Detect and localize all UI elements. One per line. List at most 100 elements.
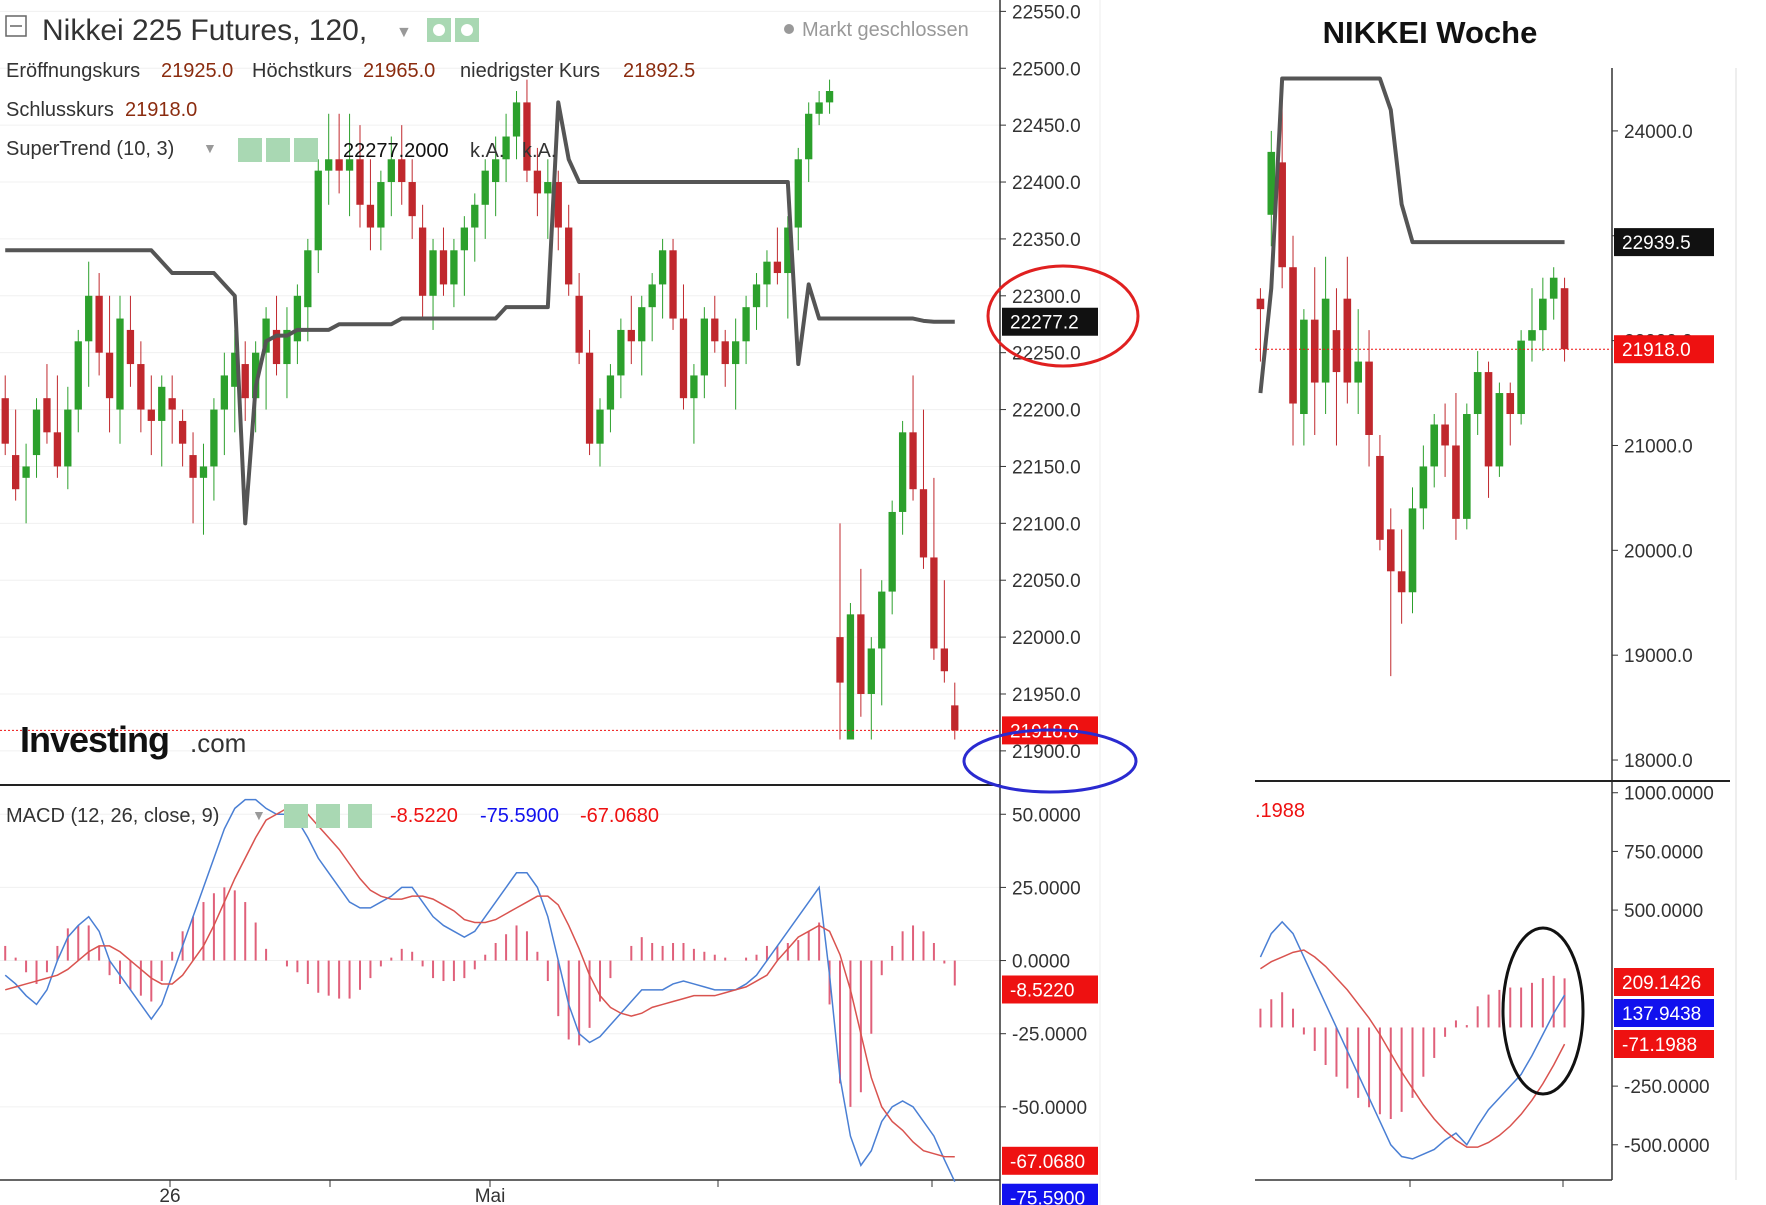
candle-body bbox=[1321, 298, 1330, 383]
candle-body bbox=[554, 182, 562, 228]
candle-body bbox=[805, 113, 813, 160]
candle-body bbox=[1343, 298, 1352, 383]
macd-label: MACD (12, 26, close, 9) bbox=[6, 805, 219, 827]
candle-body bbox=[669, 250, 677, 319]
candle-body bbox=[335, 159, 343, 171]
candle-body bbox=[178, 420, 187, 444]
candle-body bbox=[429, 250, 437, 296]
candle-body bbox=[492, 159, 500, 183]
candle-body bbox=[585, 352, 594, 444]
candle-body bbox=[606, 375, 615, 410]
macd-eye-icon[interactable] bbox=[284, 804, 308, 828]
left-grid bbox=[0, 10, 1000, 1108]
macd-hist-tag-bg bbox=[1002, 975, 1098, 1004]
supertrend-label: SuperTrend (10, 3) bbox=[6, 138, 174, 160]
macd-gear-icon[interactable] bbox=[316, 804, 340, 828]
candle-body bbox=[293, 295, 302, 342]
price-tick-label: 22150.0 bbox=[1012, 457, 1081, 478]
price-tick-label: 22550.0 bbox=[1012, 2, 1081, 23]
candle-body bbox=[1441, 424, 1449, 446]
right-chart-title: NIKKEI Woche bbox=[1323, 15, 1538, 50]
price-tick-label: 22450.0 bbox=[1012, 116, 1081, 137]
price-tick-label: 21950.0 bbox=[1012, 685, 1081, 706]
candle-body bbox=[763, 261, 771, 285]
candle-body bbox=[711, 318, 719, 342]
price-tick-label: 20000.0 bbox=[1624, 541, 1693, 562]
candle-body bbox=[1365, 361, 1373, 435]
price-tick-label: 22400.0 bbox=[1012, 173, 1081, 194]
right-chart-panel: NIKKEI Woche 24000.023000.022000.021000.… bbox=[1255, 15, 1737, 1187]
price-tick-label: 22100.0 bbox=[1012, 514, 1081, 535]
red-highlight-circle bbox=[986, 264, 1140, 368]
candle-body bbox=[1256, 298, 1265, 310]
supertrend-dropdown-icon[interactable]: ▼ bbox=[203, 140, 217, 156]
high-value: 21965.0 bbox=[363, 60, 435, 82]
right-price-ticks: 24000.023000.022000.021000.020000.019000… bbox=[1612, 122, 1693, 772]
right-macd-ticks: 1000.0000 750.0000 500.0000 -250.0000 -500.0… bbox=[1409, 784, 1714, 1187]
macd-tick-label: 25.0000 bbox=[1012, 878, 1081, 899]
price-tick-label: 22350.0 bbox=[1012, 230, 1081, 251]
right-macd-partial-label: .1988 bbox=[1255, 800, 1305, 822]
candle-body bbox=[126, 329, 135, 365]
candle-body bbox=[241, 364, 249, 399]
price-tick-label: 21900.0 bbox=[1012, 742, 1081, 763]
right-signal-line bbox=[1260, 949, 1566, 1148]
status-dot-icon bbox=[784, 24, 794, 34]
collapse-icon[interactable] bbox=[5, 15, 27, 37]
candle-body bbox=[1539, 298, 1547, 331]
candle-body bbox=[1278, 162, 1286, 268]
candle-body bbox=[398, 159, 406, 183]
close-price-tag: 21918.0 bbox=[1010, 721, 1079, 742]
candle-body bbox=[638, 307, 646, 342]
macd-tick-label: -25.0000 bbox=[1012, 1025, 1087, 1046]
candle-body bbox=[137, 364, 145, 410]
candle-body bbox=[898, 432, 907, 512]
left-macd-ticks: 50.0000 25.0000 0.0000 -25.0000 -50.0000 bbox=[1000, 805, 1087, 1119]
candle-body bbox=[752, 284, 761, 308]
macd-close-icon[interactable] bbox=[348, 804, 372, 828]
supertrend-price-tag: 22277.2 bbox=[1010, 313, 1079, 334]
candle-body bbox=[846, 614, 855, 740]
candle-body bbox=[773, 261, 782, 274]
candle-body bbox=[825, 91, 834, 103]
candle-body bbox=[1463, 414, 1471, 519]
candle-body bbox=[690, 375, 698, 399]
supertrend-close-icon[interactable] bbox=[294, 138, 318, 162]
candle-body bbox=[95, 295, 103, 353]
candle-body bbox=[304, 250, 312, 308]
price-tick-label: 22000.0 bbox=[1012, 628, 1081, 649]
candle-body bbox=[272, 329, 281, 365]
price-tick-label: 22250.0 bbox=[1012, 344, 1081, 365]
title-dropdown-icon[interactable]: ▼ bbox=[396, 24, 412, 41]
left-price-tags: 22277.2 21918.0 -8.5220 -67.0680 -75.5900 bbox=[1002, 307, 1098, 1205]
macd-hist-tag: 209.1426 bbox=[1622, 973, 1701, 994]
candle-body bbox=[283, 329, 291, 365]
macd-dropdown-icon[interactable]: ▼ bbox=[252, 807, 266, 823]
candle-body bbox=[565, 227, 573, 285]
left-chart-title: Nikkei 225 Futures, 120, bbox=[42, 14, 367, 47]
candle-body bbox=[1386, 529, 1395, 572]
candle-body bbox=[523, 102, 531, 171]
supertrend-gear-icon[interactable] bbox=[266, 138, 290, 162]
candle-body bbox=[22, 466, 30, 478]
macd-signal-tag-bg bbox=[1002, 1146, 1098, 1175]
candle-body bbox=[450, 250, 458, 285]
candle-body bbox=[1473, 372, 1482, 415]
price-tick-label: 22300.0 bbox=[1012, 287, 1081, 308]
macd-line-tag-bg bbox=[1614, 999, 1714, 1027]
candle-body bbox=[794, 159, 802, 228]
macd-tick-label: 50.0000 bbox=[1012, 805, 1081, 826]
low-label: niedrigster Kurs bbox=[460, 60, 600, 82]
candle-body bbox=[784, 227, 792, 274]
supertrend-eye-icon[interactable] bbox=[238, 138, 262, 162]
candle-body bbox=[815, 102, 823, 114]
candle-body bbox=[147, 409, 155, 421]
candle-body bbox=[1452, 445, 1460, 519]
candle-body bbox=[189, 455, 197, 478]
macd-line-value: -75.5900 bbox=[480, 805, 559, 827]
candle-body bbox=[231, 352, 239, 387]
macd-hist-tag: -8.5220 bbox=[1010, 980, 1074, 1001]
candle-body bbox=[471, 204, 479, 228]
open-value: 21925.0 bbox=[161, 60, 233, 82]
